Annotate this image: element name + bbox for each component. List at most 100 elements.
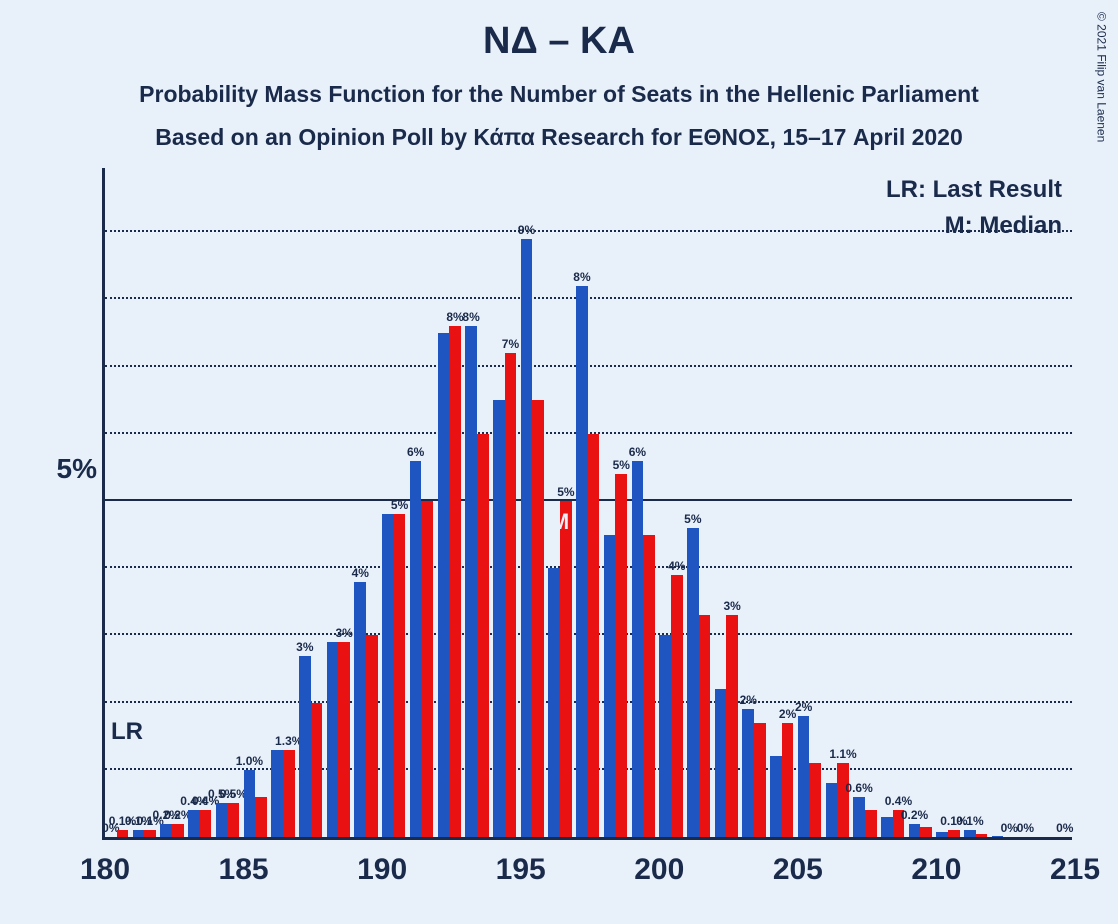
bar-red: 5% <box>394 514 406 837</box>
bar-blue: 4% <box>354 582 366 837</box>
chart-subtitle-1: Probability Mass Function for the Number… <box>0 81 1118 108</box>
bar-red: 4% <box>671 575 683 837</box>
bar-label: 0.1% <box>956 814 983 830</box>
bar-label: 4% <box>352 566 369 582</box>
bar-label: 5% <box>613 458 630 474</box>
bar-blue: 0.2% <box>909 824 921 837</box>
bar-blue: 0.1% <box>133 830 145 837</box>
bar-red: 0.5% <box>227 803 239 837</box>
bar-blue: 0.1% <box>964 830 976 837</box>
bar-blue <box>327 642 339 837</box>
bar-label: 4% <box>668 559 685 575</box>
x-axis-label: 215 <box>1050 853 1100 887</box>
bar-blue <box>659 635 671 837</box>
bar-label: 7% <box>502 337 519 353</box>
bar-blue: 1.0% <box>244 770 256 837</box>
bar-label: 6% <box>629 445 646 461</box>
bar-red: 8% <box>449 326 461 837</box>
bar-blue <box>604 535 616 837</box>
plot-area: LR: Last Result M: Median 5%180185190195… <box>102 168 1072 840</box>
bar-blue <box>936 832 948 837</box>
bar-red <box>588 434 600 837</box>
bar-blue: 0.5% <box>216 803 228 837</box>
bar-label: 0% <box>1056 821 1073 837</box>
bar-blue <box>826 783 838 837</box>
bar-red <box>920 827 932 837</box>
bar-label: 9% <box>518 223 535 239</box>
x-axis-label: 210 <box>911 853 961 887</box>
chart-container: LR: Last Result M: Median 5% 180 185 190 195… <box>40 160 1090 910</box>
gridline <box>105 230 1072 232</box>
bar-red: 1.1% <box>837 763 849 837</box>
x-axis-label: 190 <box>357 853 407 887</box>
bar-red <box>421 501 433 837</box>
bar-blue: 0.6% <box>853 797 865 837</box>
chart-subtitle-2: Based on an Opinion Poll by Κάπα Researc… <box>0 124 1118 151</box>
gridline <box>105 365 1072 367</box>
y-axis-label: 5% <box>45 453 97 485</box>
bar-label: 0.2% <box>901 808 928 824</box>
bar-red: 3% <box>726 615 738 837</box>
bar-label: 8% <box>462 310 479 326</box>
bar-blue <box>271 750 283 837</box>
bar-red <box>532 400 544 837</box>
bar-red <box>366 635 378 837</box>
bar-label: 2% <box>779 707 796 723</box>
bar-red <box>477 434 489 837</box>
copyright-text: © 2021 Filip van Laenen <box>1094 12 1108 142</box>
bar-red: 7% <box>505 353 517 837</box>
bar-red <box>809 763 821 837</box>
bar-label: 5% <box>391 498 408 514</box>
bar-blue: 3% <box>299 656 311 837</box>
bar-blue <box>715 689 727 837</box>
bar-blue <box>548 568 560 837</box>
x-axis-label: 180 <box>80 853 130 887</box>
bar-red: 1.3% <box>283 750 295 837</box>
bar-red: 2% <box>782 723 794 837</box>
bar-red: 0.2% <box>172 824 184 837</box>
x-axis-label: 195 <box>496 853 546 887</box>
bar-label: 3% <box>296 640 313 656</box>
bar-label: 2% <box>795 700 812 716</box>
bar-blue: 9% <box>521 239 533 837</box>
bar-label: 1.1% <box>829 747 856 763</box>
bar-label: 2% <box>740 693 757 709</box>
bar-blue <box>881 817 893 837</box>
bar-red: 0.1% <box>117 830 129 837</box>
bar-label: 5% <box>557 485 574 501</box>
bar-label: 3% <box>335 626 352 642</box>
bar-blue <box>493 400 505 837</box>
x-axis-label: 205 <box>773 853 823 887</box>
bar-red <box>699 615 711 837</box>
lr-marker: LR <box>111 718 143 746</box>
bar-label: 5% <box>684 512 701 528</box>
bar-blue <box>770 756 782 837</box>
bar-red: 3% <box>338 642 350 837</box>
legend-m: M: Median <box>886 212 1062 240</box>
bar-red: 0.4% <box>200 810 212 837</box>
bar-blue <box>438 333 450 837</box>
legend: LR: Last Result M: Median <box>886 176 1062 248</box>
bar-blue: 2% <box>742 709 754 837</box>
bar-blue: 8% <box>465 326 477 837</box>
bar-label: 0% <box>1017 821 1034 837</box>
bar-red: 0.1% <box>948 830 960 837</box>
bar-blue: 2% <box>798 716 810 837</box>
x-axis-label: 185 <box>219 853 269 887</box>
bar-label: 6% <box>407 445 424 461</box>
bar-label: 8% <box>446 310 463 326</box>
bar-blue: 8% <box>576 286 588 837</box>
chart-title: ΝΔ – ΚΑ <box>0 0 1118 63</box>
gridline <box>105 297 1072 299</box>
bar-red <box>976 834 988 837</box>
bar-red <box>754 723 766 837</box>
bar-red: 0.1% <box>144 830 156 837</box>
bar-blue <box>382 514 394 837</box>
bar-red <box>311 703 323 837</box>
bar-blue: 6% <box>410 461 422 837</box>
x-axis-label: 200 <box>634 853 684 887</box>
bar-red <box>255 797 267 837</box>
bar-label: 0.6% <box>845 781 872 797</box>
bar-blue: 5% <box>687 528 699 837</box>
bar-red: 5% <box>560 501 572 837</box>
